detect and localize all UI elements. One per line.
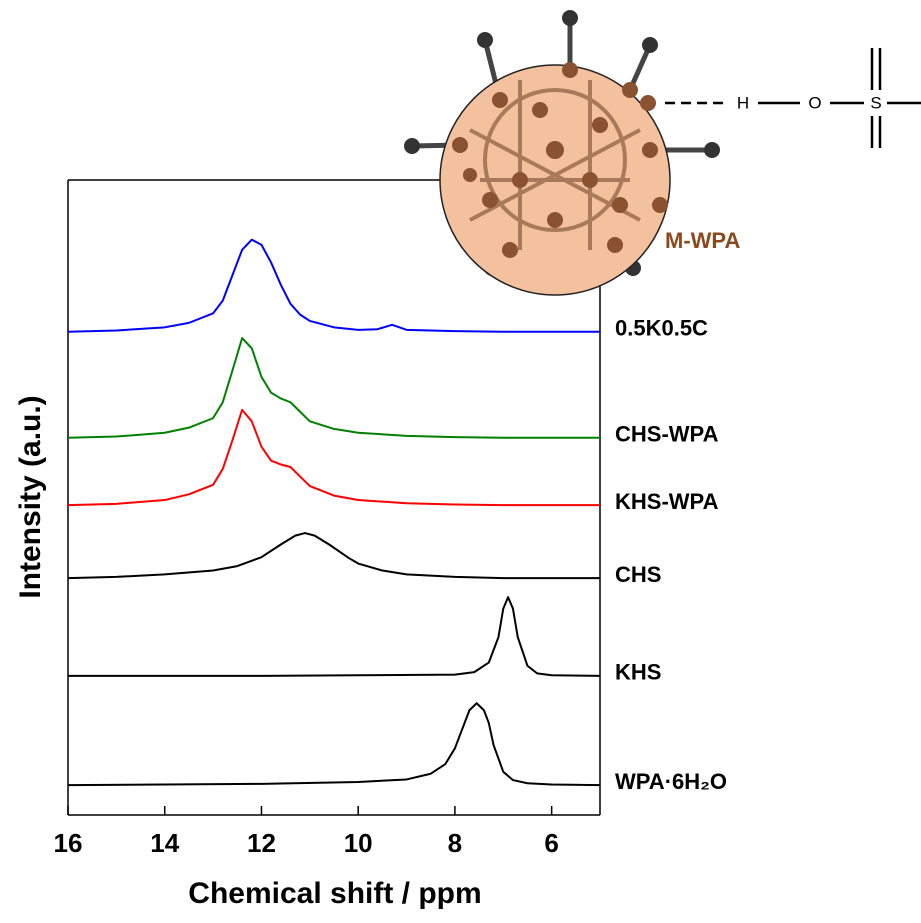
- x-axis-label: Chemical shift / ppm: [188, 877, 481, 910]
- spectrum: [67, 238, 600, 333]
- spectrum: [67, 408, 600, 507]
- x-tick-label: 6: [544, 828, 558, 858]
- atom-label: H: [737, 93, 749, 112]
- series-label: CHS-WPA: [615, 422, 719, 447]
- y-axis-label: Intensity (a.u.): [14, 395, 47, 598]
- molecule: [404, 10, 720, 296]
- x-tick-label: 12: [247, 828, 276, 858]
- x-tick-label: 10: [344, 828, 373, 858]
- spectrum: [67, 702, 601, 787]
- series-label: KHS-WPA: [615, 489, 719, 514]
- spectrum: [68, 596, 601, 677]
- series-label: 0.5K0.5C: [615, 316, 708, 341]
- series-label: KHS: [615, 660, 661, 685]
- series-label: WPA·6H₂O: [615, 769, 727, 794]
- x-tick-label: 16: [54, 828, 83, 858]
- annotation: M-WPA: [665, 228, 740, 253]
- atom-label: O: [808, 93, 821, 112]
- spectrum: [67, 337, 600, 439]
- x-tick-label: 14: [150, 828, 179, 858]
- plot: [67, 238, 601, 787]
- structure: [665, 48, 921, 148]
- atom-label: S: [870, 93, 881, 112]
- spectrum: [67, 532, 600, 580]
- series-label: CHS: [615, 562, 661, 587]
- x-tick-label: 8: [448, 828, 462, 858]
